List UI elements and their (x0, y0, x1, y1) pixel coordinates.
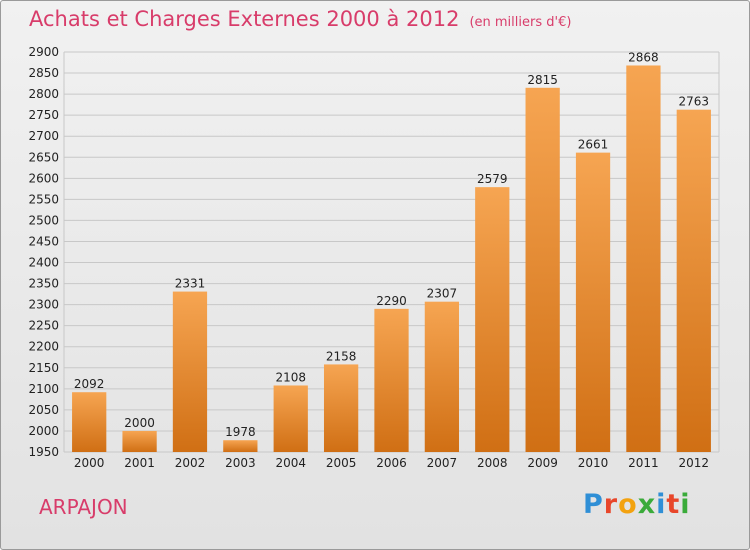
x-tick-label: 2009 (527, 456, 558, 470)
y-tick-label: 2450 (28, 234, 59, 248)
bar (72, 392, 107, 452)
x-tick-label: 2011 (628, 456, 659, 470)
y-axis-ticks: 1950 2000 2050 2100 2150 2200 2250 2300 2350 2400… (28, 45, 59, 459)
x-tick-label: 2003 (225, 456, 256, 470)
y-tick-label: 2300 (28, 298, 59, 312)
chart-title: Achats et Charges Externes 2000 à 2012 (e… (29, 7, 571, 31)
x-axis-ticks: 2000 2001 2002 2003 2004 2005 2006 2007 2008 2009… (74, 456, 709, 470)
y-tick-label: 2050 (28, 403, 59, 417)
logo-letter: i (680, 489, 691, 520)
bar-value-label: 2868 (628, 50, 659, 64)
logo-letter: x (637, 489, 657, 520)
proxiti-logo: Proxiti (583, 489, 691, 520)
x-tick-label: 2000 (74, 456, 105, 470)
bar-value-label: 2661 (578, 138, 609, 152)
bar-value-label: 2092 (74, 377, 105, 391)
bar (525, 87, 560, 452)
city-name: ARPAJON (39, 495, 128, 519)
y-tick-label: 2750 (28, 108, 59, 122)
y-tick-label: 2500 (28, 213, 59, 227)
bar (323, 364, 359, 452)
logo-letter: o (618, 489, 638, 520)
bar (172, 291, 208, 452)
x-tick-label: 2002 (175, 456, 206, 470)
bar-value-label: 2290 (376, 294, 407, 308)
x-tick-label: 2007 (427, 456, 458, 470)
bar (273, 385, 308, 452)
y-tick-label: 2400 (28, 256, 59, 270)
bar-value-label: 2158 (326, 349, 357, 363)
y-tick-label: 2650 (28, 150, 59, 164)
logo-letter: i (656, 489, 667, 520)
y-tick-label: 2800 (28, 87, 59, 101)
y-tick-label: 2250 (28, 319, 59, 333)
chart-title-text: Achats et Charges Externes 2000 à 2012 (29, 7, 460, 31)
y-tick-label: 2350 (28, 277, 59, 291)
x-tick-label: 2005 (326, 456, 357, 470)
y-tick-label: 2200 (28, 340, 59, 354)
y-tick-label: 2850 (28, 66, 59, 80)
x-tick-label: 2006 (376, 456, 407, 470)
logo-letter: P (583, 489, 604, 520)
logo-letter: t (666, 489, 681, 520)
bars: 2092 2000 2331 1978 2108 2158 2290 2307 2579 2815… (72, 50, 711, 453)
bar (122, 430, 157, 452)
bar (626, 65, 661, 452)
bar (475, 187, 510, 452)
x-tick-label: 2010 (578, 456, 609, 470)
y-tick-label: 2550 (28, 192, 59, 206)
y-tick-label: 2000 (28, 424, 59, 438)
x-tick-label: 2012 (679, 456, 710, 470)
bar (575, 152, 611, 452)
y-tick-label: 2600 (28, 171, 59, 185)
bar-value-label: 2000 (124, 416, 155, 430)
bar (374, 308, 409, 452)
bar-value-label: 2108 (275, 370, 306, 384)
bar-value-label: 2763 (679, 95, 710, 109)
x-tick-label: 2008 (477, 456, 508, 470)
x-tick-label: 2004 (275, 456, 306, 470)
bar-value-label: 2307 (427, 287, 458, 301)
bar (223, 440, 258, 452)
y-tick-label: 2100 (28, 382, 59, 396)
bar-value-label: 2331 (175, 277, 206, 291)
logo-letter: r (603, 489, 619, 520)
y-tick-label: 1950 (28, 445, 59, 459)
bar (676, 109, 711, 453)
bar (424, 301, 460, 452)
chart-subtitle: (en milliers d'€) (469, 15, 572, 30)
bar-value-label: 2579 (477, 172, 508, 186)
bar-value-label: 2815 (527, 73, 558, 87)
y-tick-label: 2150 (28, 361, 59, 375)
y-tick-label: 2900 (28, 45, 59, 59)
x-tick-label: 2001 (124, 456, 155, 470)
y-tick-label: 2700 (28, 129, 59, 143)
bar-value-label: 1978 (225, 425, 256, 439)
